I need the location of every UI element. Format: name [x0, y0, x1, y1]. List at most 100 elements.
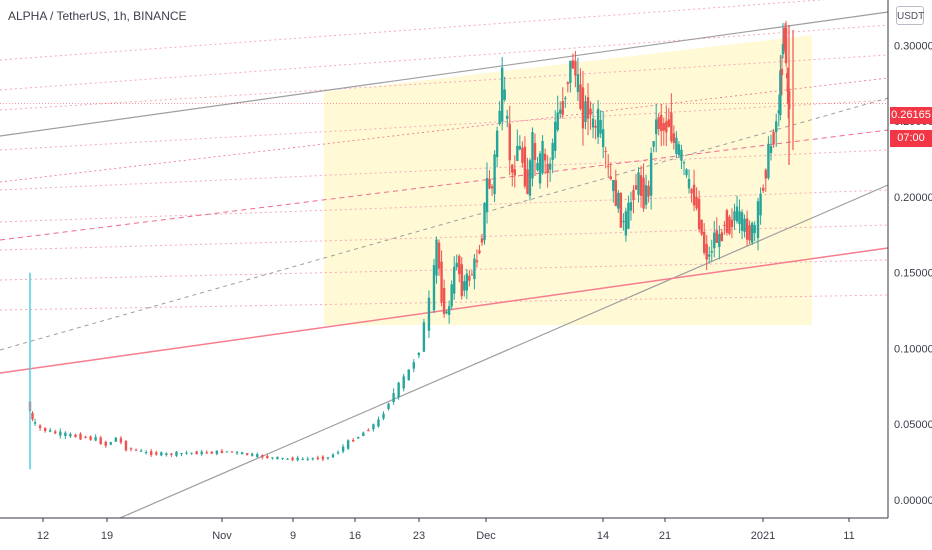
- main-candle: [708, 254, 711, 257]
- main-candle: [634, 185, 638, 190]
- main-candle: [728, 216, 731, 234]
- main-candle: [632, 189, 635, 201]
- main-candle: [642, 177, 645, 209]
- main-candle: [99, 437, 102, 445]
- main-candle: [271, 457, 274, 459]
- main-candle: [528, 160, 532, 196]
- level-line-4: [0, 149, 889, 191]
- rising-support-line: [119, 184, 889, 519]
- main-candle: [240, 452, 244, 455]
- main-candle: [185, 452, 188, 454]
- main-candle: [114, 437, 118, 442]
- main-candle: [695, 196, 698, 209]
- main-candle: [660, 114, 663, 132]
- main-candle: [352, 440, 355, 442]
- x-tick-label: 14: [597, 530, 609, 542]
- main-candle: [74, 434, 77, 438]
- x-tick-label: 12: [37, 530, 49, 542]
- main-candle: [647, 185, 650, 197]
- main-candle: [665, 121, 668, 133]
- main-candle: [475, 260, 479, 263]
- main-candle: [622, 220, 625, 223]
- level-line-7: [0, 259, 889, 281]
- main-candle: [94, 437, 97, 441]
- main-candle: [743, 218, 746, 232]
- main-candle: [139, 450, 143, 452]
- main-candle: [609, 176, 612, 180]
- main-candle: [498, 110, 501, 124]
- main-candle: [382, 413, 385, 419]
- main-candle: [124, 440, 128, 451]
- main-candle: [38, 425, 42, 429]
- main-candle: [346, 440, 350, 449]
- main-candle: [735, 206, 739, 222]
- main-candle: [718, 233, 721, 248]
- main-candle: [607, 166, 610, 168]
- main-candle: [195, 451, 198, 455]
- late-candle: [756, 201, 760, 239]
- main-candle: [546, 163, 549, 174]
- main-candle: [594, 126, 597, 128]
- x-tick-label: 21: [659, 530, 671, 542]
- main-candle: [662, 123, 665, 131]
- main-candle: [591, 118, 595, 128]
- main-candle: [627, 202, 630, 229]
- main-candle: [599, 120, 602, 134]
- main-candle: [604, 151, 607, 153]
- main-candle: [723, 224, 726, 226]
- main-candle: [745, 218, 749, 240]
- main-candle: [644, 185, 648, 205]
- y-tick-label: 0.00000: [894, 495, 932, 507]
- main-candle: [31, 413, 34, 420]
- main-candle: [468, 275, 471, 281]
- late-candle: [781, 44, 785, 55]
- main-candle: [738, 211, 741, 225]
- main-candle: [576, 74, 580, 93]
- level-line-2: [0, 54, 889, 111]
- main-candle: [657, 117, 660, 129]
- main-candle: [43, 427, 47, 432]
- main-candle: [440, 261, 443, 303]
- main-candle: [753, 224, 756, 234]
- main-candle: [281, 457, 284, 459]
- x-tick-label: Dec: [476, 530, 496, 542]
- main-candle: [266, 455, 269, 459]
- main-candle: [79, 433, 82, 440]
- main-candle: [538, 153, 542, 184]
- main-candle: [670, 112, 673, 142]
- main-candle: [521, 147, 524, 163]
- x-tick-label: 11: [843, 530, 854, 542]
- main-candle: [581, 87, 585, 129]
- main-candle: [705, 244, 708, 260]
- main-candle: [129, 448, 133, 450]
- main-candle: [326, 457, 330, 459]
- main-candle: [624, 211, 628, 236]
- main-candle: [490, 186, 494, 189]
- main-candle: [480, 238, 484, 243]
- level-line-5: [0, 189, 889, 223]
- late-candle: [762, 187, 765, 191]
- level-line-1: [0, 24, 889, 91]
- main-candle: [296, 457, 299, 461]
- main-candle: [341, 446, 345, 452]
- main-candle: [291, 457, 294, 461]
- main-candle: [165, 453, 168, 456]
- main-candle: [715, 230, 718, 243]
- main-candle: [104, 441, 107, 446]
- main-candle: [697, 198, 701, 230]
- main-candle: [637, 172, 640, 195]
- chart-title: ALPHA / TetherUS, 1h, BINANCE: [8, 9, 187, 23]
- main-candle: [713, 232, 716, 249]
- main-candle: [526, 169, 529, 195]
- main-candle: [321, 456, 325, 460]
- y-tick-label: 0.20000: [894, 192, 932, 204]
- currency-unit-button[interactable]: USDT: [896, 6, 924, 25]
- main-candle: [442, 288, 446, 315]
- main-candle: [286, 458, 289, 460]
- main-candle: [556, 112, 559, 130]
- main-candle: [548, 163, 552, 170]
- late-candle: [782, 28, 786, 44]
- x-tick-label: 23: [413, 530, 425, 542]
- main-candle: [667, 119, 671, 127]
